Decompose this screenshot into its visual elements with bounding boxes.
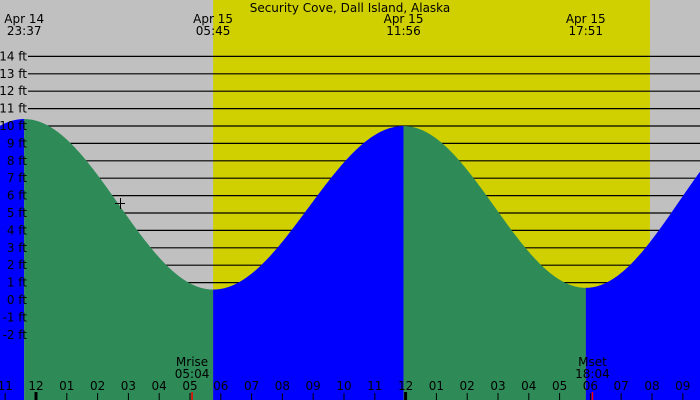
x-tick-label: 12 bbox=[28, 379, 43, 393]
x-tick-label: 01 bbox=[59, 379, 74, 393]
y-tick-label: 4 ft bbox=[7, 223, 27, 237]
x-tick-label: 06 bbox=[583, 379, 598, 393]
y-tick-label: 1 ft bbox=[7, 276, 27, 290]
x-tick-label: 01 bbox=[429, 379, 444, 393]
extreme-date-label: Apr 15 bbox=[384, 12, 424, 26]
crosshair-marker bbox=[115, 198, 125, 209]
extreme-time-label: 17:51 bbox=[568, 24, 603, 38]
rising-tide-area bbox=[585, 171, 700, 400]
x-tick-label: 02 bbox=[460, 379, 475, 393]
x-tick-label: 05 bbox=[552, 379, 567, 393]
x-tick-label: 08 bbox=[275, 379, 290, 393]
y-tick-label: 3 ft bbox=[7, 241, 27, 255]
chart-title: Security Cove, Dall Island, Alaska bbox=[250, 1, 451, 15]
x-tick-label: 11 bbox=[0, 379, 13, 393]
y-tick-label: 10 ft bbox=[0, 119, 27, 133]
x-tick-label: 11 bbox=[367, 379, 382, 393]
x-tick-label: 04 bbox=[152, 379, 167, 393]
tide-fill bbox=[0, 119, 700, 400]
y-tick-label: 0 ft bbox=[7, 293, 27, 307]
y-tick-label: 14 ft bbox=[0, 49, 27, 63]
y-tick-label: 12 ft bbox=[0, 84, 27, 98]
moon-event-time: 18:04 bbox=[575, 367, 610, 381]
extreme-date-label: Apr 15 bbox=[566, 12, 606, 26]
y-tick-label: 8 ft bbox=[7, 154, 27, 168]
moon-event-label: Mrise bbox=[176, 355, 208, 369]
x-tick-label: 10 bbox=[336, 379, 351, 393]
y-tick-label: 5 ft bbox=[7, 206, 27, 220]
x-tick-label: 09 bbox=[306, 379, 321, 393]
extreme-date-label: Apr 14 bbox=[4, 12, 44, 26]
extreme-time-label: 11:56 bbox=[386, 24, 421, 38]
y-tick-label: -2 ft bbox=[3, 328, 28, 342]
x-tick-label: 06 bbox=[213, 379, 228, 393]
rising-tide-area bbox=[213, 126, 404, 400]
x-tick-label: 05 bbox=[182, 379, 197, 393]
y-axis-labels: 14 ft 13 ft 12 ft 11 ft 10 ft 9 ft 8 ft 7 ft 6 f… bbox=[0, 49, 27, 341]
y-tick-label: -1 ft bbox=[3, 310, 28, 324]
x-axis: 11 12 01 02 03 04 05 06 07 08 09 10 11 12 01 02 03 04 05 06… bbox=[0, 379, 690, 400]
extreme-time-label: 05:45 bbox=[196, 24, 231, 38]
y-tick-label: 2 ft bbox=[7, 258, 27, 272]
x-tick-label: 12 bbox=[398, 379, 413, 393]
x-tick-label: 09 bbox=[675, 379, 690, 393]
y-tick-label: 7 ft bbox=[7, 171, 27, 185]
x-tick-label: 04 bbox=[521, 379, 536, 393]
x-tick-label: 08 bbox=[644, 379, 659, 393]
x-tick-label: 07 bbox=[244, 379, 259, 393]
y-tick-label: 6 ft bbox=[7, 189, 27, 203]
x-tick-label: 02 bbox=[90, 379, 105, 393]
y-tick-label: 9 ft bbox=[7, 136, 27, 150]
rising-tide-area bbox=[0, 119, 25, 400]
falling-tide-area bbox=[24, 119, 214, 400]
x-tick-label: 03 bbox=[121, 379, 136, 393]
moon-event-label: Mset bbox=[578, 355, 607, 369]
falling-tide-area bbox=[403, 126, 586, 400]
extreme-date-label: Apr 15 bbox=[193, 12, 233, 26]
y-tick-label: 11 ft bbox=[0, 102, 27, 116]
y-tick-label: 13 ft bbox=[0, 67, 27, 81]
moon-event-time: 05:04 bbox=[175, 367, 210, 381]
x-tick-label: 03 bbox=[490, 379, 505, 393]
extreme-time-label: 23:37 bbox=[7, 24, 42, 38]
x-tick-label: 07 bbox=[614, 379, 629, 393]
